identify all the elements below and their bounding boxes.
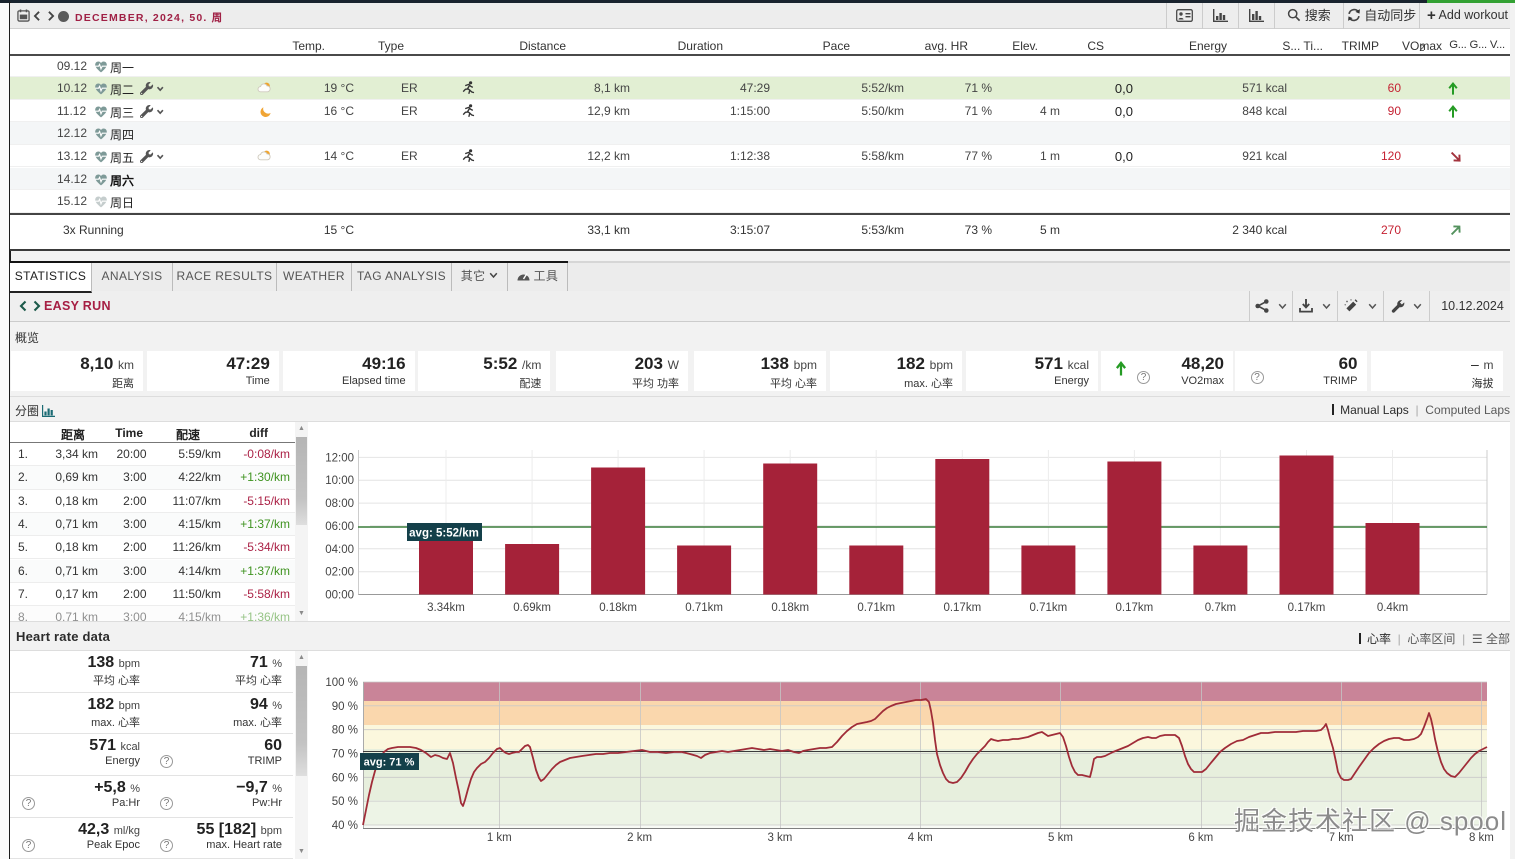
svg-text:0.71km: 0.71km — [1030, 602, 1068, 614]
svg-text:60 %: 60 % — [332, 772, 358, 784]
svg-text:6 km: 6 km — [1188, 832, 1213, 844]
svg-text:0.17km: 0.17km — [1288, 602, 1326, 614]
svg-text:40 %: 40 % — [332, 820, 358, 832]
svg-text:80 %: 80 % — [332, 725, 358, 737]
svg-text:avg: 5:52/km: avg: 5:52/km — [409, 528, 479, 540]
svg-text:0.18km: 0.18km — [771, 602, 809, 614]
svg-text:10:00: 10:00 — [325, 475, 354, 487]
svg-text:0.71km: 0.71km — [857, 602, 895, 614]
svg-text:50 %: 50 % — [332, 796, 358, 808]
svg-text:04:00: 04:00 — [325, 544, 354, 556]
svg-text:02:00: 02:00 — [325, 567, 354, 579]
svg-text:7 km: 7 km — [1329, 832, 1354, 844]
svg-text:0.17km: 0.17km — [1116, 602, 1154, 614]
svg-text:0.18km: 0.18km — [599, 602, 637, 614]
svg-text:2 km: 2 km — [627, 832, 652, 844]
svg-text:1 km: 1 km — [487, 832, 512, 844]
svg-text:08:00: 08:00 — [325, 498, 354, 510]
svg-text:0.17km: 0.17km — [943, 602, 981, 614]
svg-text:90 %: 90 % — [332, 701, 358, 713]
svg-text:5 km: 5 km — [1048, 832, 1073, 844]
svg-text:06:00: 06:00 — [325, 521, 354, 533]
svg-text:00:00: 00:00 — [325, 590, 354, 602]
svg-text:avg: 71 %: avg: 71 % — [364, 757, 415, 769]
svg-text:70 %: 70 % — [332, 749, 358, 761]
svg-text:0.4km: 0.4km — [1377, 602, 1408, 614]
svg-text:100 %: 100 % — [325, 677, 358, 689]
svg-text:12:00: 12:00 — [325, 452, 354, 464]
svg-text:0.7km: 0.7km — [1205, 602, 1236, 614]
svg-text:0.71km: 0.71km — [685, 602, 723, 614]
svg-text:8 km: 8 km — [1469, 832, 1494, 844]
svg-text:3 km: 3 km — [767, 832, 792, 844]
svg-text:4 km: 4 km — [908, 832, 933, 844]
svg-text:3.34km: 3.34km — [427, 602, 465, 614]
svg-text:0.69km: 0.69km — [513, 602, 551, 614]
